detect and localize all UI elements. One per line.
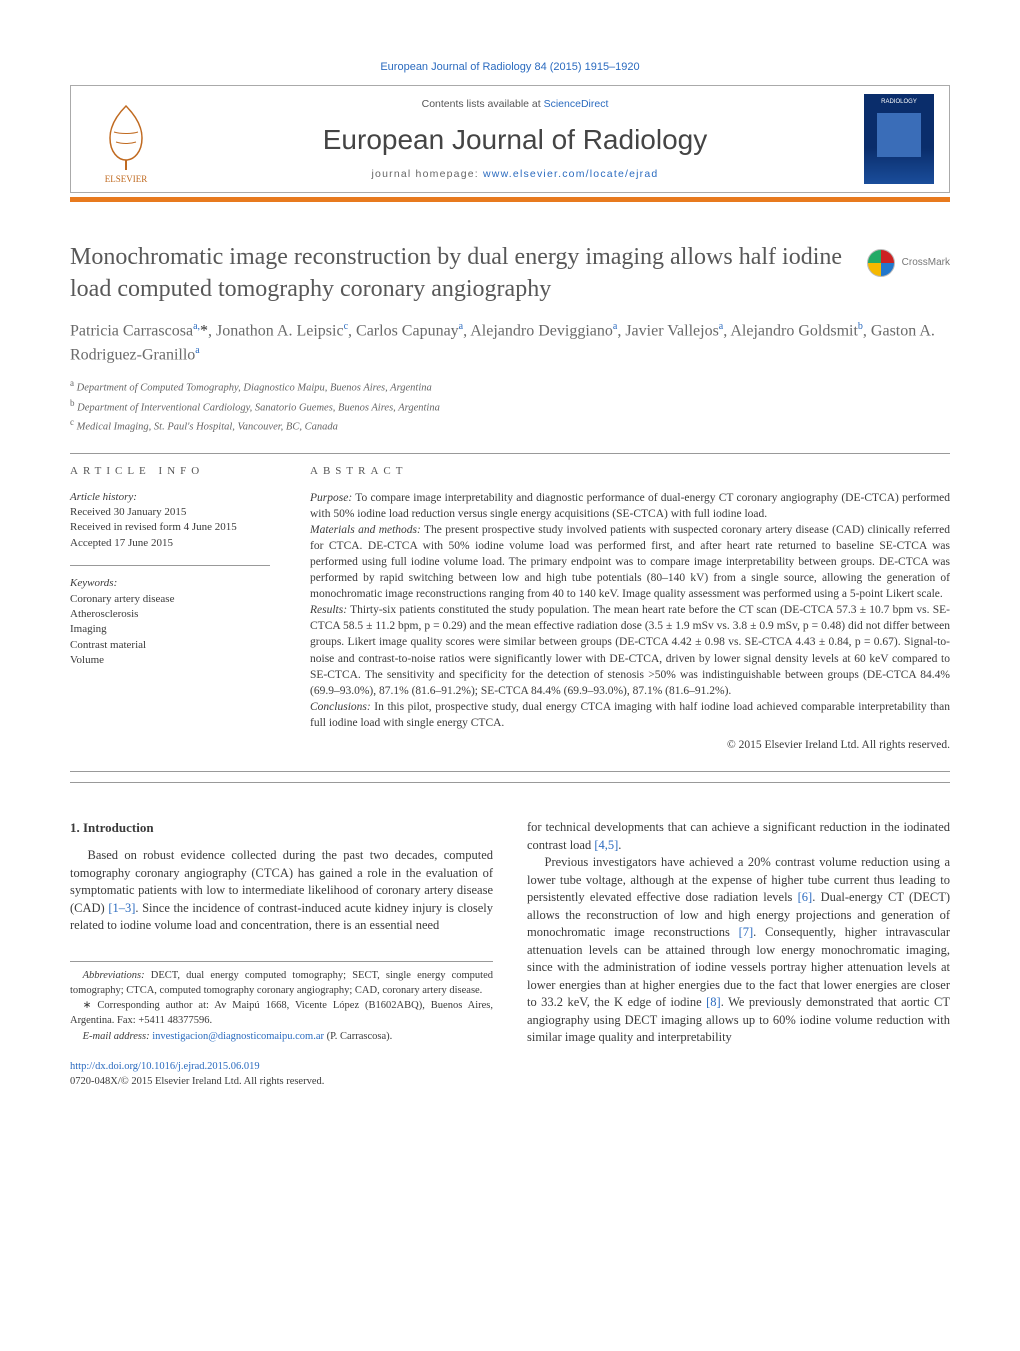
keyword: Imaging <box>70 622 270 637</box>
keyword: Volume <box>70 653 270 668</box>
publisher-logo-wrap: ELSEVIER <box>71 86 181 192</box>
cover-label: RADIOLOGY <box>881 98 917 106</box>
crossmark-badge[interactable]: CrossMark <box>866 248 950 278</box>
affiliation: a Department of Computed Tomography, Dia… <box>70 377 950 396</box>
keyword: Contrast material <box>70 638 270 653</box>
purpose-label: Purpose: <box>310 492 352 504</box>
abstract-column: abstract Purpose: To compare image inter… <box>310 464 950 753</box>
keyword: Atherosclerosis <box>70 607 270 622</box>
results-text: Thirty-six patients constituted the stud… <box>310 604 950 696</box>
body-columns: 1. Introduction Based on robust evidence… <box>70 819 950 1089</box>
ref-link[interactable]: [7] <box>739 925 754 939</box>
author-list: Patricia Carrascosaa,*, Jonathon A. Leip… <box>70 319 950 368</box>
keyword: Coronary artery disease <box>70 592 270 607</box>
conclusions-label: Conclusions: <box>310 701 371 713</box>
crossmark-icon <box>866 248 896 278</box>
sciencedirect-link[interactable]: ScienceDirect <box>544 98 609 110</box>
history-line: Received 30 January 2015 <box>70 505 270 520</box>
history-label: Article history: <box>70 490 270 505</box>
intro-para-2: Previous investigators have achieved a 2… <box>527 854 950 1047</box>
rule-mid2 <box>70 782 950 783</box>
intro-para-1: Based on robust evidence collected durin… <box>70 847 493 935</box>
journal-cover-thumb: RADIOLOGY <box>864 94 934 184</box>
contents-available-line: Contents lists available at ScienceDirec… <box>191 97 839 112</box>
abbrev-label: Abbreviations: <box>83 970 145 981</box>
affiliation: b Department of Interventional Cardiolog… <box>70 397 950 416</box>
abstract-purpose: Purpose: To compare image interpretabili… <box>310 490 950 522</box>
cover-image-placeholder <box>877 113 921 157</box>
cover-thumb-wrap: RADIOLOGY <box>849 86 949 192</box>
orange-rule <box>70 197 950 202</box>
corresponding-footnote: ∗ Corresponding author at: Av Maipú 1668… <box>70 998 493 1028</box>
journal-homepage-link[interactable]: www.elsevier.com/locate/ejrad <box>483 168 658 180</box>
email-tail: (P. Carrascosa). <box>324 1031 392 1042</box>
text: for technical developments that can achi… <box>527 820 950 852</box>
article-info-column: article info Article history: Received 3… <box>70 464 270 753</box>
abstract-methods: Materials and methods: The present prosp… <box>310 522 950 602</box>
body-col-left: 1. Introduction Based on robust evidence… <box>70 819 493 1089</box>
footnotes: Abbreviations: DECT, dual energy compute… <box>70 961 493 1044</box>
abstract-head: abstract <box>310 464 950 479</box>
abstract-results: Results: Thirty-six patients constituted… <box>310 602 950 699</box>
homepage-prefix: journal homepage: <box>372 168 484 180</box>
journal-homepage-line: journal homepage: www.elsevier.com/locat… <box>191 167 839 182</box>
ref-link[interactable]: [8] <box>706 995 721 1009</box>
history-line: Received in revised form 4 June 2015 <box>70 520 270 535</box>
ref-link[interactable]: [4,5] <box>594 838 618 852</box>
keywords-label: Keywords: <box>70 576 270 591</box>
info-rule <box>70 565 270 566</box>
intro-para-1-cont: for technical developments that can achi… <box>527 819 950 854</box>
crossmark-label: CrossMark <box>902 256 950 270</box>
abbrev-footnote: Abbreviations: DECT, dual energy compute… <box>70 968 493 998</box>
journal-name: European Journal of Radiology <box>191 120 839 159</box>
affiliations: a Department of Computed Tomography, Dia… <box>70 377 950 435</box>
issn-copyright: 0720-048X/© 2015 Elsevier Ireland Ltd. A… <box>70 1075 493 1090</box>
section-1-head: 1. Introduction <box>70 819 493 837</box>
ref-link[interactable]: [1–3] <box>108 901 135 915</box>
elsevier-tree-logo: ELSEVIER <box>86 94 166 184</box>
history-line: Accepted 17 June 2015 <box>70 536 270 551</box>
article-title: Monochromatic image reconstruction by du… <box>70 242 852 304</box>
abstract-copyright: © 2015 Elsevier Ireland Ltd. All rights … <box>310 737 950 753</box>
results-label: Results: <box>310 604 347 616</box>
corr-text: Corresponding author at: Av Maipú 1668, … <box>70 1000 493 1026</box>
abstract-conclusions: Conclusions: In this pilot, prospective … <box>310 699 950 731</box>
rule-mid1 <box>70 771 950 772</box>
email-label: E-mail address: <box>83 1031 153 1042</box>
corr-email-link[interactable]: investigacion@diagnosticomaipu.com.ar <box>152 1031 324 1042</box>
contents-prefix: Contents lists available at <box>422 98 544 110</box>
body-col-right: for technical developments that can achi… <box>527 819 950 1089</box>
svg-text:ELSEVIER: ELSEVIER <box>105 174 148 184</box>
ref-link[interactable]: [6] <box>798 890 813 904</box>
running-head: European Journal of Radiology 84 (2015) … <box>70 60 950 75</box>
doi-link[interactable]: http://dx.doi.org/10.1016/j.ejrad.2015.0… <box>70 1061 260 1072</box>
affiliation: c Medical Imaging, St. Paul's Hospital, … <box>70 416 950 435</box>
doi-block: http://dx.doi.org/10.1016/j.ejrad.2015.0… <box>70 1060 493 1089</box>
email-footnote: E-mail address: investigacion@diagnostic… <box>70 1029 493 1044</box>
text: . <box>618 838 621 852</box>
purpose-text: To compare image interpretability and di… <box>310 492 950 520</box>
journal-masthead: ELSEVIER Contents lists available at Sci… <box>70 85 950 193</box>
rule-top <box>70 453 950 454</box>
conclusions-text: In this pilot, prospective study, dual e… <box>310 701 950 729</box>
methods-label: Materials and methods: <box>310 524 421 536</box>
article-info-head: article info <box>70 464 270 479</box>
